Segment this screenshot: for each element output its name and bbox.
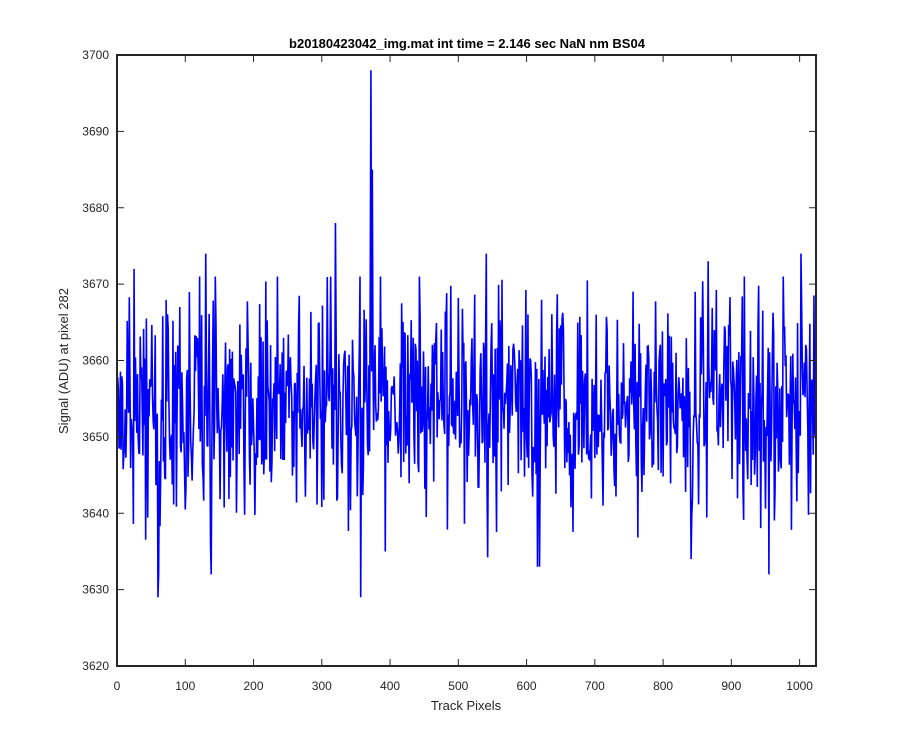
- chart-title: b20180423042_img.mat int time = 2.146 se…: [289, 36, 646, 51]
- x-tick-label: 600: [517, 679, 537, 693]
- series-group: [116, 70, 817, 598]
- y-axis-label: Signal (ADU) at pixel 282: [56, 288, 71, 434]
- x-axis-label: Track Pixels: [431, 698, 502, 713]
- y-tick-label: 3690: [82, 124, 109, 138]
- y-tick-label: 3680: [82, 201, 109, 215]
- x-tick-label: 400: [380, 679, 400, 693]
- y-tick-label: 3660: [82, 354, 109, 368]
- x-tick-label: 0: [114, 679, 121, 693]
- x-tick-label: 1000: [786, 679, 813, 693]
- x-tick-label: 200: [244, 679, 264, 693]
- x-tick-label: 700: [585, 679, 605, 693]
- x-tick-label: 300: [312, 679, 332, 693]
- ticks-group: 0 100 200 300 400 500 600 700 800 900 1000 3620 3630…: [82, 48, 816, 693]
- x-tick-label: 100: [175, 679, 195, 693]
- x-tick-label: 500: [448, 679, 468, 693]
- y-tick-label: 3650: [82, 430, 109, 444]
- series-line-0: [116, 70, 817, 598]
- y-tick-label: 3620: [82, 659, 109, 673]
- y-tick-label: 3700: [82, 48, 109, 62]
- y-tick-label: 3630: [82, 583, 109, 597]
- y-tick-label: 3670: [82, 277, 109, 291]
- y-tick-label: 3640: [82, 506, 109, 520]
- axes-box: [116, 54, 817, 667]
- x-tick-label: 800: [653, 679, 673, 693]
- x-tick-label: 900: [721, 679, 741, 693]
